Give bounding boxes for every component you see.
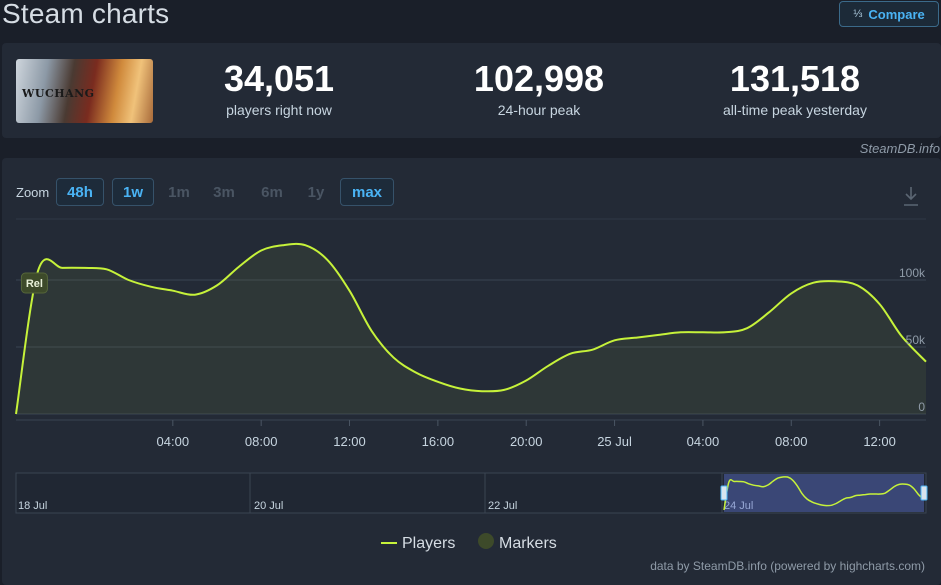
x-tick-label: 08:00 xyxy=(245,434,278,449)
chart-panel: Zoom 48h 1w 1m 3m 6m 1y max xyxy=(2,158,941,585)
highcharts-credit[interactable]: data by SteamDB.info (powered by highcha… xyxy=(650,559,925,573)
stat-label: players right now xyxy=(226,102,332,118)
y-tick-label: 100k xyxy=(899,266,926,280)
zoom-48h-button[interactable]: 48h xyxy=(56,178,104,206)
x-tick-label: 04:00 xyxy=(157,434,190,449)
stat-24h-peak: 102,998 24-hour peak xyxy=(429,58,649,119)
navigator-handle-right[interactable] xyxy=(920,485,928,501)
y-tick-label: 50k xyxy=(906,333,926,347)
fraction-icon: ⅓ xyxy=(853,8,863,20)
stat-value: 34,051 xyxy=(223,58,335,99)
zoom-max-button[interactable]: max xyxy=(340,178,394,206)
x-tick-label: 25 Jul xyxy=(597,434,632,449)
stat-value: 131,518 xyxy=(729,58,861,99)
stat-label: all-time peak yesterday xyxy=(723,102,867,118)
navigator-selection xyxy=(724,474,924,512)
stats-panel: WUCHANG 34,051 players right now 102,998… xyxy=(2,43,941,138)
marker-badge xyxy=(20,272,48,294)
players-line xyxy=(15,242,927,415)
chart-grid xyxy=(16,218,926,415)
x-tick-label: 08:00 xyxy=(775,434,808,449)
zoom-3m-button[interactable]: 3m xyxy=(213,183,235,201)
stat-current-players: 34,051 players right now xyxy=(169,58,389,119)
steamdb-credit[interactable]: SteamDB.info xyxy=(859,141,940,156)
navigator-date-label: 18 Jul xyxy=(18,500,47,512)
chart-area xyxy=(16,243,926,414)
compare-button[interactable]: ⅓ Compare xyxy=(839,1,939,27)
navigator-date-label: 20 Jul xyxy=(254,500,283,512)
chart-lines xyxy=(15,242,927,415)
x-tick-label: 12:00 xyxy=(333,434,366,449)
chart-markers: Rel xyxy=(20,272,48,294)
chart-legend: Players Markers xyxy=(381,533,557,552)
legend-markers-swatch xyxy=(478,533,494,549)
game-logo-text: WUCHANG xyxy=(22,87,95,100)
compare-label: Compare xyxy=(868,6,925,22)
zoom-6m-button[interactable]: 6m xyxy=(261,183,283,201)
game-thumbnail[interactable]: WUCHANG xyxy=(16,59,153,123)
x-tick-label: 16:00 xyxy=(422,434,455,449)
navigator-date-label: 24 Jul xyxy=(724,500,753,512)
stat-label: 24-hour peak xyxy=(497,102,581,118)
page-title: Steam charts xyxy=(2,0,170,29)
release-marker: Rel xyxy=(20,272,48,294)
stat-value: 102,998 xyxy=(473,58,605,99)
legend-markers-label: Markers xyxy=(499,535,557,552)
zoom-1w-button[interactable]: 1w xyxy=(112,178,154,206)
navigator-handle-left[interactable] xyxy=(720,485,728,501)
navigator: 18 Jul 20 Jul 22 Jul 24 Jul xyxy=(15,472,928,514)
x-tick-label: 12:00 xyxy=(863,434,896,449)
y-tick-label: 0 xyxy=(918,400,925,414)
navigator-date-label: 22 Jul xyxy=(488,500,517,512)
legend-players-label: Players xyxy=(402,535,455,552)
download-icon[interactable] xyxy=(902,185,920,207)
players-area xyxy=(16,243,926,414)
marker-label: Rel xyxy=(26,278,43,290)
navigator-line xyxy=(723,476,925,511)
x-tick-label: 20:00 xyxy=(510,434,543,449)
y-axis: 0 50k 100k xyxy=(899,266,926,414)
zoom-1m-button[interactable]: 1m xyxy=(168,183,190,201)
stat-all-time-peak: 131,518 all-time peak yesterday xyxy=(685,58,905,119)
zoom-label: Zoom xyxy=(16,185,50,200)
x-axis: 04:00 08:00 12:00 16:00 20:00 25 Jul 04:00 08:0… xyxy=(16,419,926,449)
x-tick-label: 04:00 xyxy=(687,434,720,449)
zoom-1y-button[interactable]: 1y xyxy=(307,183,325,201)
